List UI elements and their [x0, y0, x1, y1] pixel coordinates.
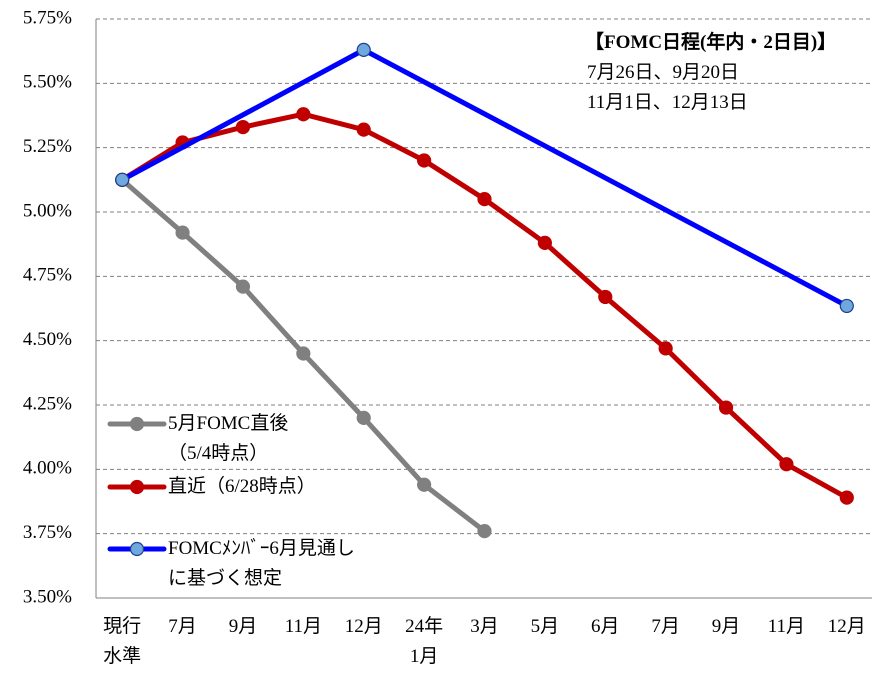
- legend-marker: [129, 479, 145, 495]
- marker: [296, 346, 311, 361]
- series-line: [361, 415, 427, 488]
- x-tick-label: 7月: [651, 616, 680, 637]
- marker: [417, 477, 432, 492]
- series-line: [361, 127, 427, 164]
- x-tick-label: 5月: [530, 616, 560, 637]
- marker: [356, 122, 371, 137]
- x-tick-label: 12月: [827, 616, 866, 637]
- marker: [658, 341, 673, 356]
- marker: [235, 119, 251, 135]
- y-tick-label: 3.50%: [23, 586, 72, 607]
- x-tick-label: 24年 1月: [405, 616, 444, 667]
- marker: [779, 457, 794, 472]
- series-line: [300, 351, 367, 421]
- marker: [417, 153, 432, 168]
- marker: [296, 107, 311, 122]
- series-line: [240, 111, 306, 130]
- legend-label: 5月FOMC直後 （5/4時点）: [168, 413, 289, 464]
- x-tick-label: 9月: [228, 616, 258, 637]
- y-tick-label: 5.75%: [23, 7, 72, 28]
- y-tick-label: 5.50%: [23, 72, 72, 93]
- marker: [839, 490, 854, 505]
- series-line: [482, 196, 548, 246]
- series-line: [119, 47, 367, 183]
- series-line: [723, 405, 789, 467]
- y-tick-label: 4.00%: [23, 458, 72, 479]
- annotation-line: 7月26日、9月20日: [587, 62, 740, 83]
- legend-label: 直近（6/28時点）: [168, 476, 316, 497]
- annotation-line: 11月1日、12月13日: [587, 92, 748, 113]
- series-line: [300, 111, 367, 133]
- series-line: [119, 177, 186, 236]
- marker: [537, 235, 552, 250]
- series-line: [663, 345, 729, 411]
- legend-marker: [129, 416, 145, 432]
- x-tick-label: 7月: [168, 616, 197, 637]
- x-tick-label: 12月: [344, 616, 383, 637]
- series-line: [421, 158, 487, 202]
- marker: [356, 410, 371, 425]
- marker: [356, 42, 371, 57]
- series-line: [361, 47, 850, 309]
- y-tick-label: 4.25%: [23, 393, 72, 414]
- annotation-title: 【FOMC日程(年内・2日目)】: [585, 32, 837, 53]
- y-tick-label: 5.00%: [23, 200, 72, 221]
- marker: [718, 400, 734, 415]
- marker: [598, 289, 613, 305]
- series-line: [421, 482, 487, 534]
- series-line: [180, 230, 246, 290]
- marker: [477, 523, 492, 539]
- series-line: [602, 294, 669, 351]
- x-tick-label: 9月: [711, 616, 741, 637]
- marker: [175, 225, 190, 240]
- marker: [235, 279, 251, 294]
- y-tick-label: 5.25%: [23, 136, 72, 157]
- y-tick-label: 3.75%: [23, 522, 72, 543]
- x-tick-label: 6月: [591, 616, 620, 637]
- marker: [839, 298, 854, 314]
- y-tick-label: 4.50%: [23, 329, 72, 350]
- x-tick-label: 現行 水準: [103, 616, 142, 667]
- series-line: [542, 240, 608, 300]
- series-line: [240, 284, 306, 357]
- y-tick-label: 4.75%: [23, 265, 72, 286]
- x-tick-label: 3月: [470, 616, 499, 637]
- series-line: [783, 461, 850, 501]
- marker: [477, 192, 492, 207]
- x-tick-label: 11月: [284, 616, 322, 637]
- legend-label: FOMCﾒﾝﾊﾞｰ6月見通し に基づく想定: [168, 538, 355, 589]
- legend-marker: [129, 541, 145, 557]
- x-tick-label: 11月: [767, 616, 806, 637]
- marker: [115, 172, 130, 187]
